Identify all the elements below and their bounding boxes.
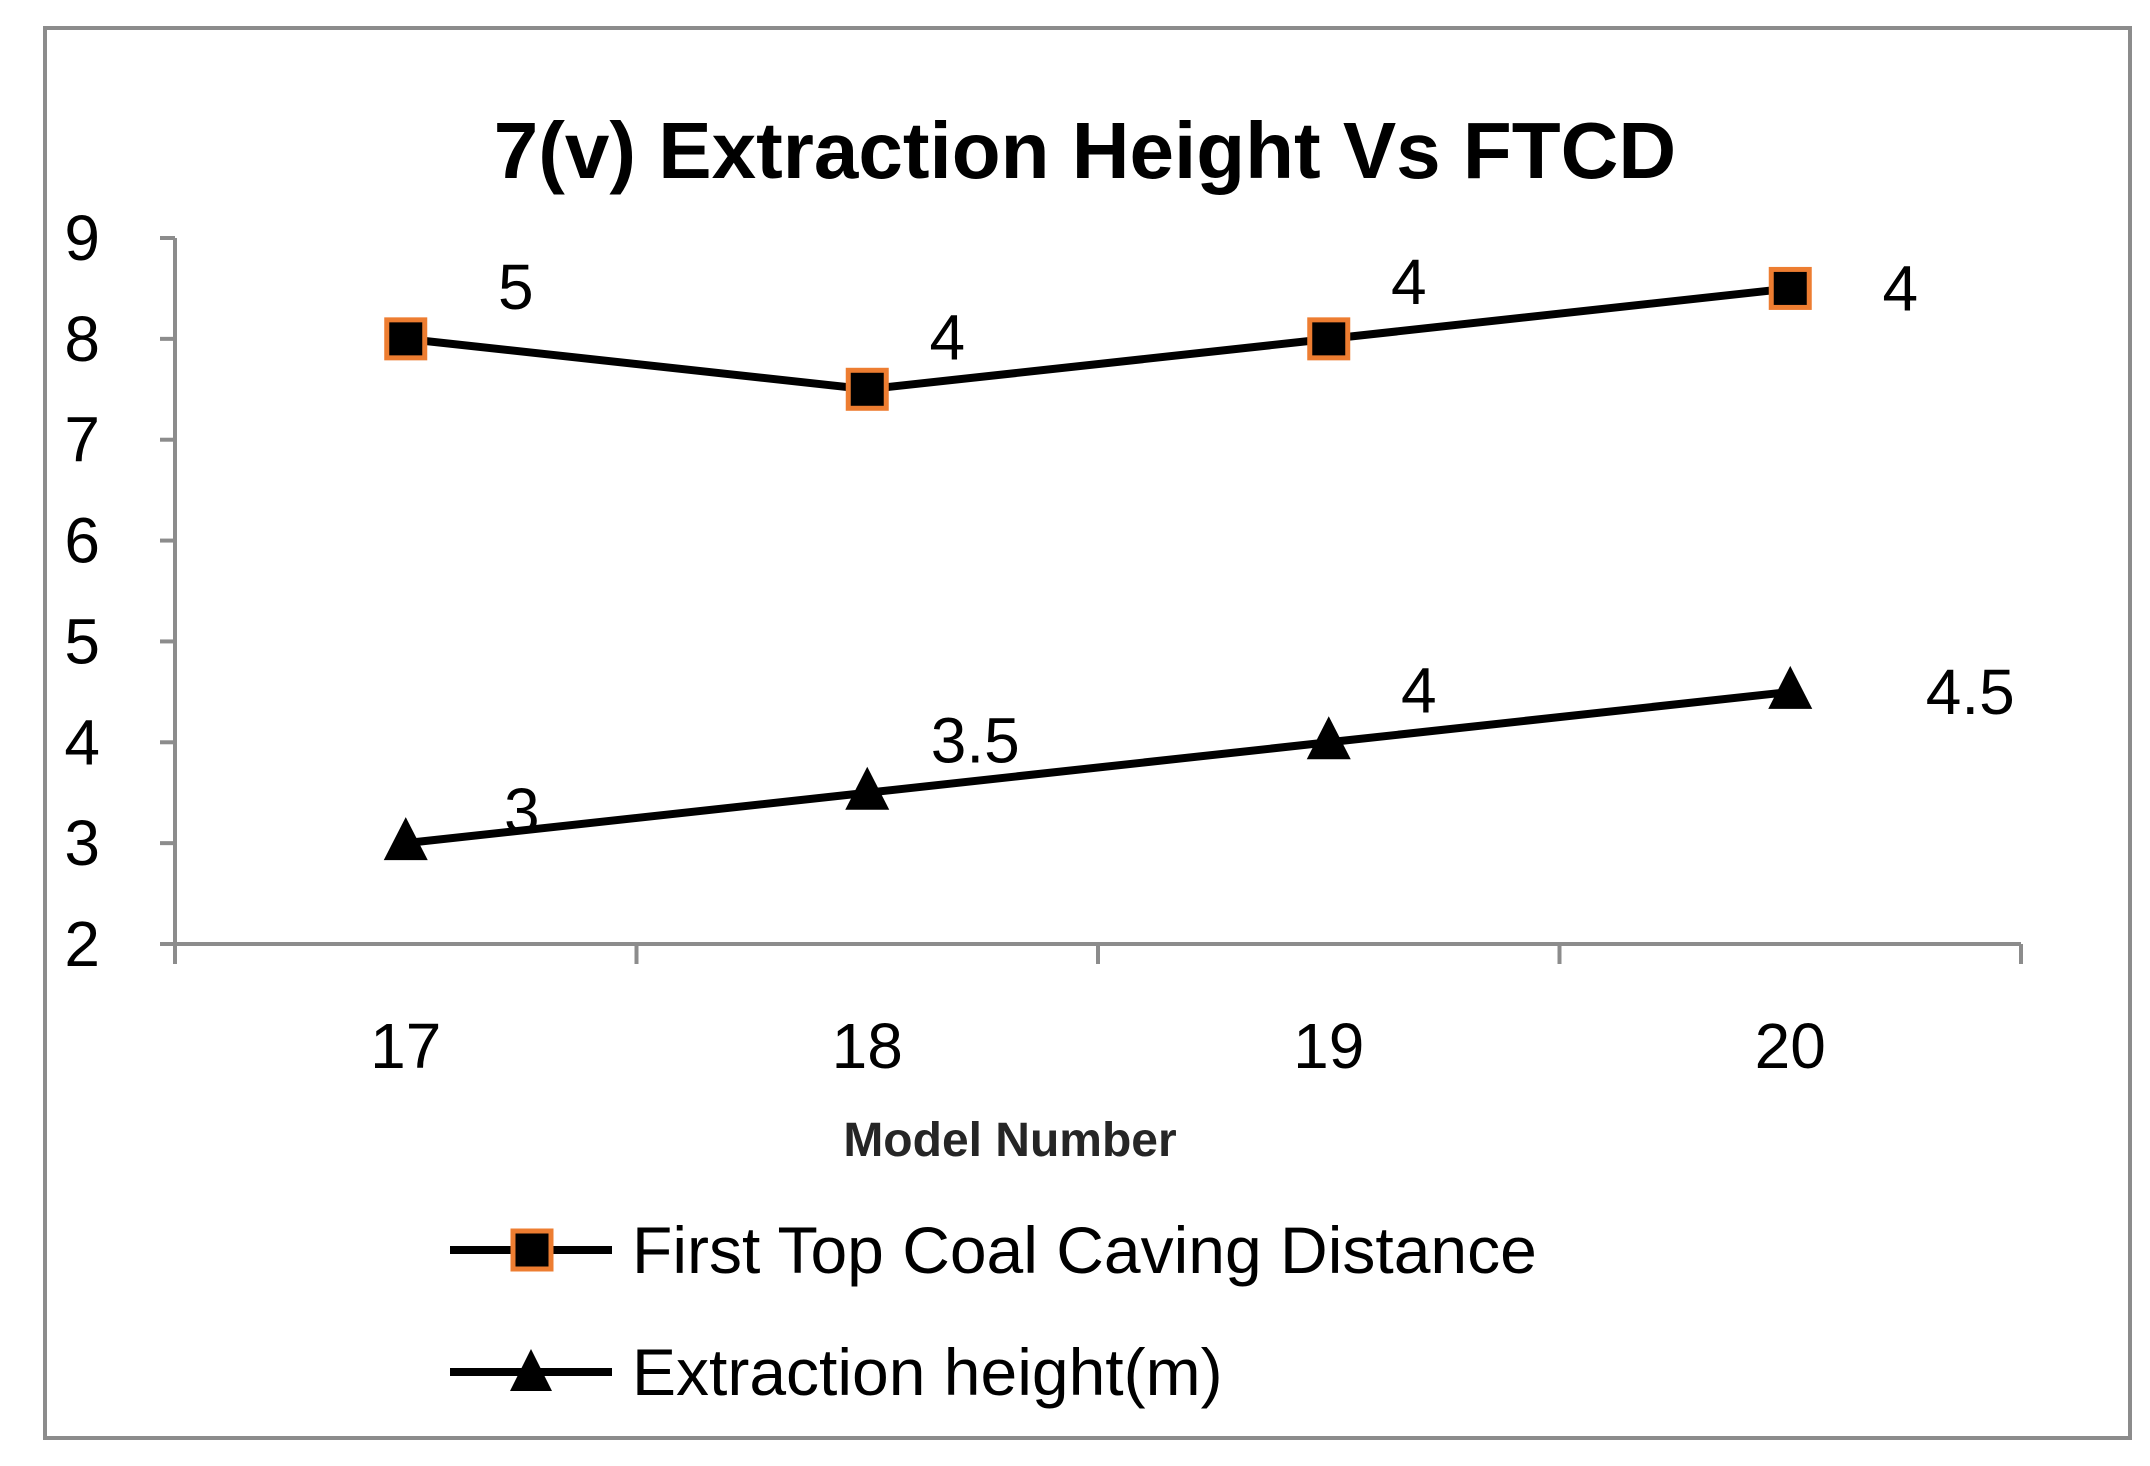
x-tick-label: 17	[370, 1010, 441, 1082]
data-point-square	[1307, 317, 1351, 361]
data-point-square	[1768, 266, 1812, 310]
data-labels: 5 4 4 4 3 3.5 4 4.5	[498, 246, 2015, 847]
data-point-triangle	[845, 766, 890, 810]
data-point-triangle	[1306, 716, 1351, 760]
legend-label-ftcd: First Top Coal Caving Distance	[632, 1213, 1537, 1287]
y-tick-label: 7	[64, 404, 100, 476]
data-point-triangle	[383, 817, 428, 861]
data-label: 3	[504, 775, 540, 847]
y-tick-label: 6	[64, 505, 100, 577]
legend-item-extraction-height: Extraction height(m)	[450, 1335, 1223, 1409]
data-label: 4	[1391, 246, 1427, 318]
legend-item-ftcd: First Top Coal Caving Distance	[450, 1213, 1537, 1287]
series-layer	[383, 266, 1813, 861]
legend-marker-square	[510, 1228, 554, 1272]
data-label: 5	[498, 251, 534, 323]
y-tick-label: 5	[64, 605, 100, 677]
data-point-triangle	[1768, 665, 1813, 709]
data-label: 4	[1882, 252, 1918, 324]
y-tick-label: 2	[64, 908, 100, 980]
legend-label-extraction-height: Extraction height(m)	[632, 1335, 1223, 1409]
y-tick-label: 8	[64, 303, 100, 375]
y-tick-label: 3	[64, 807, 100, 879]
x-tick-label: 20	[1755, 1010, 1826, 1082]
data-point-square	[845, 367, 889, 411]
x-tick-label: 19	[1293, 1010, 1364, 1082]
data-label: 4	[929, 301, 965, 373]
data-label: 3.5	[931, 705, 1020, 777]
series-line-ftcd	[405, 284, 1791, 394]
x-axis-title: Model Number	[843, 1114, 1176, 1167]
data-label: 4	[1401, 654, 1437, 726]
y-axis-ticks: 2 3 4 5 6 7 8 9	[64, 202, 175, 980]
series-line-extraction-height	[405, 687, 1791, 848]
chart-title: 7(v) Extraction Height Vs FTCD	[494, 106, 1676, 195]
x-axis-ticks: 17 18 19 20	[173, 944, 2023, 1082]
chart-frame	[43, 26, 2132, 1440]
legend-marker-triangle	[510, 1349, 552, 1391]
x-tick-label: 18	[832, 1010, 903, 1082]
legend: First Top Coal Caving Distance Extractio…	[450, 1213, 1537, 1409]
y-tick-label: 4	[64, 706, 100, 778]
data-point-square	[384, 317, 428, 361]
y-tick-label: 9	[64, 202, 100, 274]
data-label: 4.5	[1926, 656, 2015, 728]
